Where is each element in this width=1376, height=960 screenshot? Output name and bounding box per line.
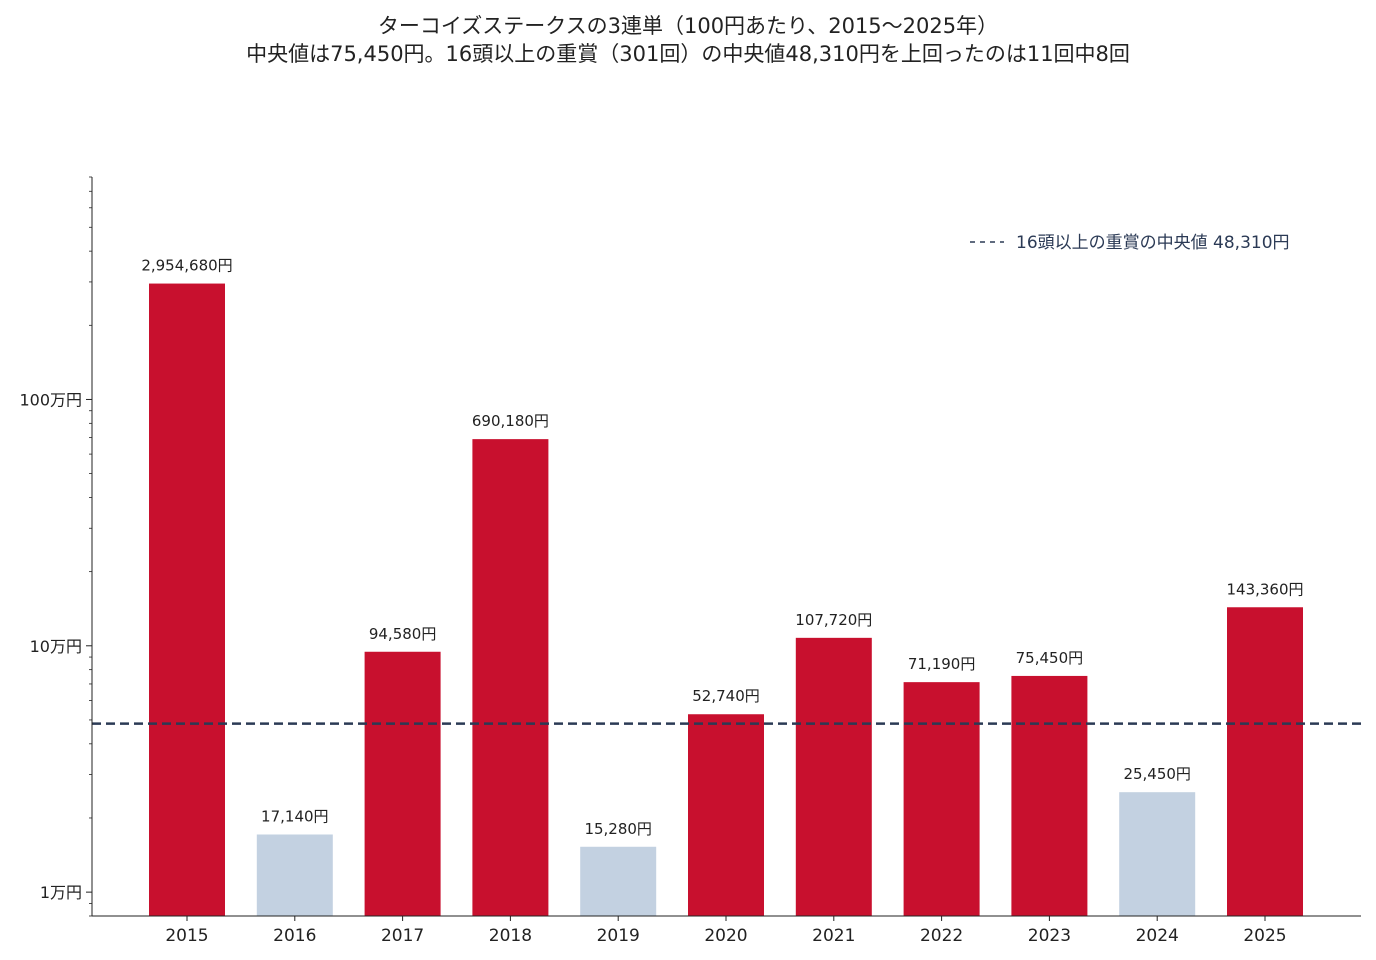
x-tick-label-2024: 2024 [1136,926,1179,946]
y-tick-label: 100万円 [19,390,82,409]
bars-group [149,283,1303,917]
x-tick-label-2017: 2017 [381,926,424,946]
bar-value-label-2025: 143,360円 [1226,580,1303,598]
bar-2024 [1119,792,1196,916]
axes-group [86,176,1361,921]
chart-title-line-2: 中央値は75,450円。16頭以上の重賞（301回）の中央値48,310円を上回… [246,42,1130,66]
bar-2018 [472,439,549,916]
y-tick-label: 10万円 [30,637,82,656]
bar-value-label-2016: 17,140円 [261,807,329,825]
bar-2021 [795,637,872,916]
bar-value-label-2023: 75,450円 [1016,649,1084,667]
bar-value-label-2015: 2,954,680円 [141,257,232,275]
x-tick-label-2020: 2020 [704,926,747,946]
bar-value-label-2020: 52,740円 [692,687,760,705]
bar-value-label-2019: 15,280円 [584,820,652,838]
bar-2023 [1011,675,1088,916]
bar-value-label-2024: 25,450円 [1123,765,1191,783]
chart-title-line-1: ターコイズステークスの3連単（100円あたり、2015〜2025年） [377,14,999,38]
bar-2016 [256,834,333,916]
x-tick-label-2022: 2022 [920,926,963,946]
y-tick-label: 1万円 [40,883,82,902]
x-tick-label-2019: 2019 [597,926,640,946]
bar-value-label-2018: 690,180円 [472,412,549,430]
bar-2025 [1227,607,1303,916]
bar-value-label-2017: 94,580円 [369,625,437,643]
legend-label: 16頭以上の重賞の中央値 48,310円 [1016,233,1290,253]
x-tick-label-2015: 2015 [165,926,208,946]
bar-2022 [903,682,980,916]
x-tick-label-2023: 2023 [1028,926,1071,946]
x-tick-label-2025: 2025 [1243,926,1286,946]
bar-2019 [580,846,657,916]
labels-group: 2,954,680円 2015 17,140円 2016 94,580円 2017 690,… [19,257,1303,946]
bar-2020 [688,714,764,916]
x-tick-label-2021: 2021 [812,926,855,946]
x-tick-label-2016: 2016 [273,926,316,946]
bar-2017 [364,651,441,916]
bar-2015 [149,283,225,917]
legend-group: 16頭以上の重賞の中央値 48,310円 [970,233,1290,253]
x-tick-label-2018: 2018 [489,926,532,946]
bar-value-label-2021: 107,720円 [795,611,872,629]
bar-value-label-2022: 71,190円 [908,655,976,673]
